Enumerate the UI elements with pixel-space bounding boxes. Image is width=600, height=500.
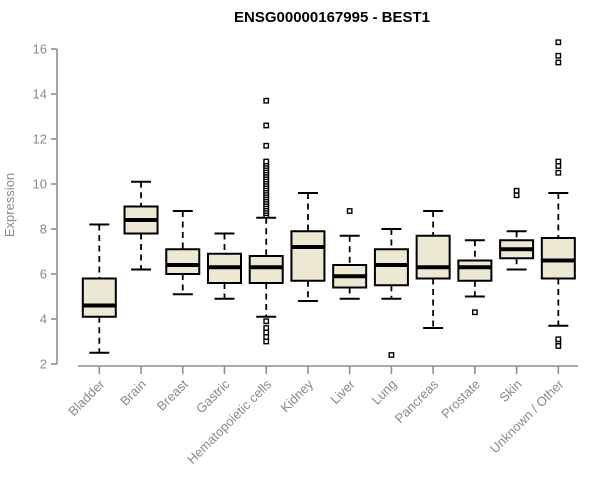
y-tick-label: 14 bbox=[33, 87, 47, 102]
box-rect bbox=[290, 230, 326, 282]
y-axis-label: Expression bbox=[2, 173, 17, 237]
box-group bbox=[123, 180, 159, 271]
outlier-point bbox=[263, 142, 270, 149]
outlier-point bbox=[263, 122, 270, 129]
y-tick-label: 10 bbox=[33, 177, 47, 192]
x-tick-label: Pancreas bbox=[392, 376, 442, 426]
box-rect bbox=[415, 234, 451, 280]
box-group bbox=[332, 208, 368, 300]
box-group bbox=[165, 210, 201, 296]
outlier-point bbox=[471, 309, 478, 316]
outlier-point bbox=[513, 187, 520, 194]
outlier-point bbox=[263, 334, 270, 340]
outlier-point bbox=[263, 325, 270, 331]
box-rect bbox=[81, 277, 117, 318]
y-tick-label: 8 bbox=[40, 222, 47, 237]
box-rect bbox=[540, 237, 576, 280]
box-group bbox=[81, 223, 117, 354]
outlier-point bbox=[346, 208, 353, 214]
y-tick-label: 2 bbox=[40, 357, 47, 372]
x-tick-label: Liver bbox=[327, 376, 358, 407]
x-tick-label: Unknown / Other bbox=[487, 376, 567, 456]
outlier-point bbox=[555, 59, 562, 66]
outlier-point bbox=[555, 336, 562, 343]
outlier-point bbox=[555, 39, 562, 46]
box-group bbox=[373, 228, 409, 358]
outlier-point bbox=[555, 52, 562, 59]
x-tick-label: Breast bbox=[154, 376, 191, 413]
box-group bbox=[457, 239, 493, 316]
outlier-point bbox=[263, 329, 270, 336]
box-group bbox=[248, 97, 284, 345]
x-tick-label: Gastric bbox=[193, 376, 233, 416]
x-tick-label: Prostate bbox=[438, 377, 483, 422]
outlier-point bbox=[263, 97, 270, 104]
outlier-point bbox=[263, 318, 270, 325]
y-tick-label: 4 bbox=[40, 312, 47, 327]
y-tick-label: 12 bbox=[33, 132, 47, 147]
outlier-point bbox=[263, 158, 270, 165]
outlier-point bbox=[555, 343, 562, 349]
box-rect bbox=[373, 248, 409, 287]
box-group bbox=[206, 232, 242, 300]
boxes-layer bbox=[81, 39, 576, 358]
outlier-point bbox=[555, 169, 562, 176]
y-tick-label: 16 bbox=[33, 42, 47, 57]
box-rect bbox=[165, 248, 201, 275]
box-group bbox=[499, 187, 535, 271]
box-group bbox=[540, 39, 576, 349]
x-tick-label: Bladder bbox=[65, 376, 108, 419]
box-rect bbox=[248, 255, 284, 284]
outlier-point bbox=[555, 158, 562, 165]
box-group bbox=[415, 210, 451, 329]
x-tick-label: Skin bbox=[496, 377, 524, 405]
y-tick-label: 6 bbox=[40, 267, 47, 282]
outlier-point bbox=[263, 338, 270, 345]
chart-title: ENSG00000167995 - BEST1 bbox=[234, 9, 430, 26]
box-group bbox=[290, 192, 326, 302]
outlier-point bbox=[388, 352, 395, 358]
x-tick-label: Kidney bbox=[277, 376, 316, 415]
outlier-point bbox=[555, 163, 562, 169]
box-rect bbox=[457, 259, 493, 282]
outlier-point bbox=[513, 192, 520, 199]
x-tick-label: Lung bbox=[368, 377, 399, 408]
x-tick-label: Brain bbox=[117, 377, 149, 409]
